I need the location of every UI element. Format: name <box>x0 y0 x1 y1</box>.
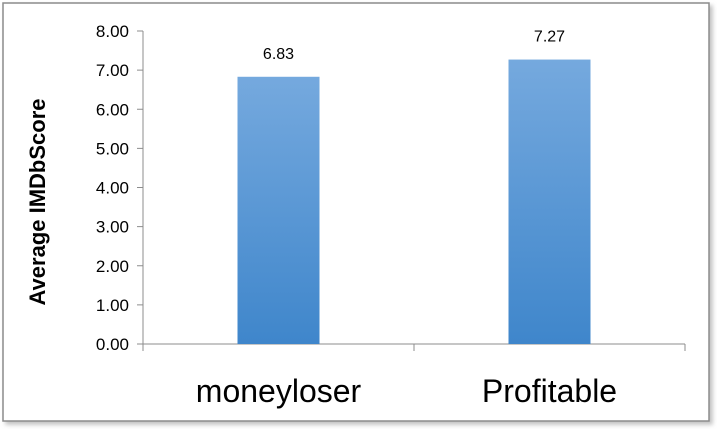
y-tick-label: 3.00 <box>96 218 129 237</box>
bar-profitable <box>508 59 591 344</box>
bars <box>237 59 591 345</box>
y-tick-label: 2.00 <box>96 257 129 276</box>
y-axis-title: Average IMDbScore <box>25 98 50 305</box>
y-tick-label: 5.00 <box>96 139 129 158</box>
data-labels: 6.83 7.27 <box>263 29 565 63</box>
data-label-moneyloser: 6.83 <box>263 46 294 63</box>
y-tick-label: 8.00 <box>96 22 129 41</box>
y-ticks: 0.00 1.00 2.00 3.00 4.00 5.00 6.00 7.00 8.00 <box>96 22 143 354</box>
category-label-moneyloser: moneyloser <box>196 373 362 409</box>
data-label-profitable: 7.27 <box>534 29 565 46</box>
bar-moneyloser <box>237 76 320 345</box>
y-tick-label: 7.00 <box>96 61 129 80</box>
y-tick-label: 0.00 <box>96 335 129 354</box>
y-tick-label: 6.00 <box>96 100 129 119</box>
x-ticks <box>142 344 686 351</box>
chart-frame <box>2 2 710 422</box>
category-labels: moneyloser Profitable <box>196 373 617 409</box>
y-tick-label: 1.00 <box>96 296 129 315</box>
y-tick-label: 4.00 <box>96 179 129 198</box>
category-label-profitable: Profitable <box>482 373 617 409</box>
